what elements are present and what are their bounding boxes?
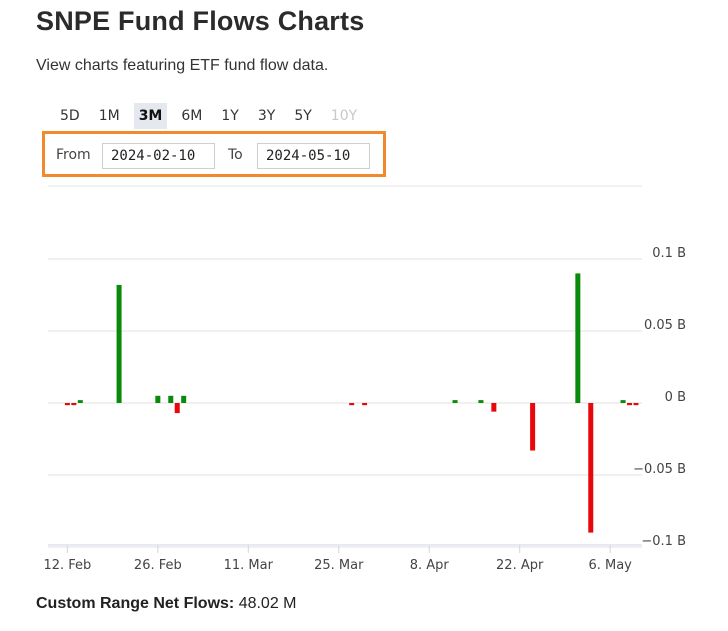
x-tick-label: 11. Mar <box>224 558 274 573</box>
y-tick-label: 0.1 B <box>652 246 686 261</box>
y-tick-label: −0.1 B <box>641 534 686 549</box>
date-range-box: From 2024-02-10 To 2024-05-10 <box>42 131 386 177</box>
range-button-5d[interactable]: 5D <box>55 103 85 129</box>
range-button-6m[interactable]: 6M <box>176 103 208 129</box>
inflow-bar <box>77 400 83 403</box>
page-title: SNPE Fund Flows Charts <box>36 6 365 36</box>
from-label: From <box>56 147 91 163</box>
y-tick-label: 0 B <box>665 390 686 405</box>
range-button-5y[interactable]: 5Y <box>289 103 317 129</box>
to-date-input[interactable]: 2024-05-10 <box>257 143 370 169</box>
net-flows-label: Custom Range Net Flows: <box>36 595 235 612</box>
outflow-bar <box>349 403 355 406</box>
inflow-bar <box>116 284 122 403</box>
inflow-bar <box>478 400 484 403</box>
x-tick-label: 22. Apr <box>496 558 544 573</box>
outflow-bar <box>71 403 77 406</box>
x-tick-label: 6. May <box>588 558 632 573</box>
outflow-bar <box>633 403 639 406</box>
outflow-bar <box>362 403 368 406</box>
range-button-1m[interactable]: 1M <box>93 103 125 129</box>
outflow-bar <box>491 403 497 412</box>
outflow-bar <box>64 403 70 406</box>
y-tick-label: 0.05 B <box>644 318 686 333</box>
net-flows-summary: Custom Range Net Flows: 48.02 M <box>36 595 297 613</box>
outflow-bar <box>530 403 536 451</box>
range-selector: 5D 1M 3M 6M 1Y 3Y 5Y 10Y <box>55 103 371 129</box>
page-subtitle: View charts featuring ETF fund flow data… <box>36 57 329 74</box>
range-button-1y[interactable]: 1Y <box>216 103 244 129</box>
x-tick-label: 12. Feb <box>43 558 91 573</box>
outflow-bar <box>627 403 633 406</box>
to-label: To <box>228 147 243 163</box>
net-flows-value: 48.02 M <box>238 595 297 612</box>
range-button-10y: 10Y <box>325 103 363 129</box>
x-tick-label: 26. Feb <box>134 558 182 573</box>
from-date-input[interactable]: 2024-02-10 <box>102 143 215 169</box>
inflow-bar <box>620 400 626 403</box>
inflow-bar <box>181 395 187 403</box>
inflow-bar <box>168 395 174 403</box>
outflow-bar <box>174 403 180 414</box>
y-tick-label: −0.05 B <box>633 462 686 477</box>
x-tick-label: 25. Mar <box>314 558 364 573</box>
outflow-bar <box>588 403 594 533</box>
inflow-bar <box>575 273 581 403</box>
range-button-3y[interactable]: 3Y <box>252 103 281 129</box>
x-tick-label: 8. Apr <box>410 558 450 573</box>
range-button-3m[interactable]: 3M <box>133 103 168 129</box>
inflow-bar <box>452 400 458 403</box>
inflow-bar <box>155 395 161 403</box>
